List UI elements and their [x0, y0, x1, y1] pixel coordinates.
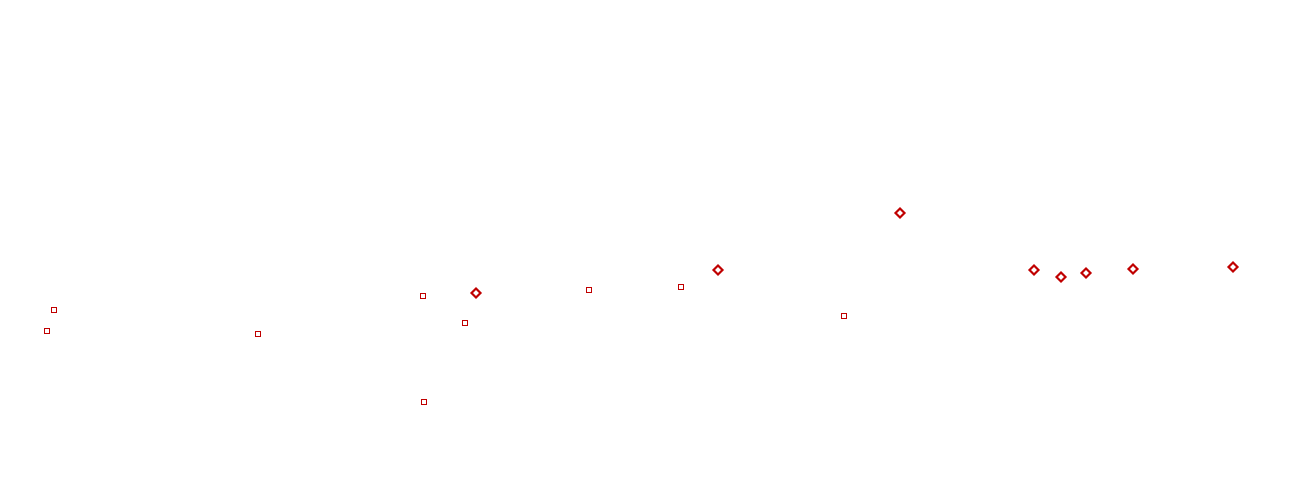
square-marker [586, 287, 592, 293]
diamond-marker [1079, 266, 1093, 280]
diamond-marker [1226, 260, 1240, 274]
square-marker [255, 331, 261, 337]
square-marker [678, 284, 684, 290]
square-marker [462, 320, 468, 326]
square-marker [420, 293, 426, 299]
square-marker [44, 328, 50, 334]
square-marker [51, 307, 57, 313]
diamond-marker [711, 263, 725, 277]
square-marker [841, 313, 847, 319]
diamond-marker [1027, 263, 1041, 277]
square-marker [421, 399, 427, 405]
diamond-marker [1054, 270, 1068, 284]
diamond-marker [893, 206, 907, 220]
diamond-marker [469, 286, 483, 300]
diamond-marker [1126, 262, 1140, 276]
